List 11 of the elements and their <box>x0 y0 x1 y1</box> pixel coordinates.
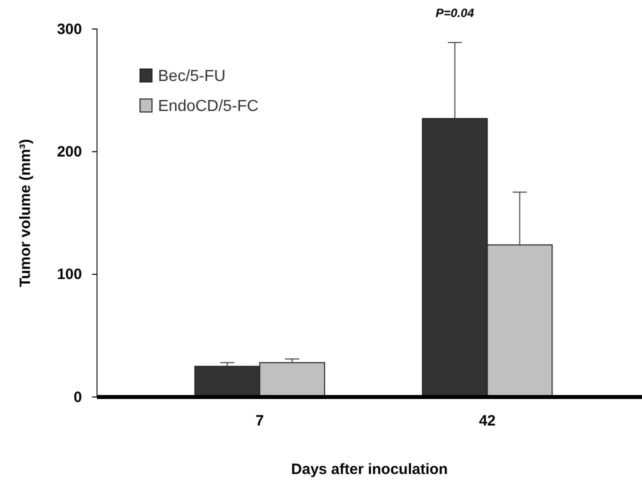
x-tick-label: 42 <box>478 412 496 430</box>
text: P=0.04 <box>436 6 474 20</box>
y-tick-label: 300 <box>56 20 82 38</box>
legend-label: EndoCD/5-FC <box>158 98 258 115</box>
y-tick-label: 100 <box>56 266 82 284</box>
x-tick-label: 7 <box>256 412 264 430</box>
y-tick-label: 200 <box>56 143 82 160</box>
y-axis-title: Tumor volume (mm³) <box>17 138 34 288</box>
y-tick-label: 0 <box>74 388 82 406</box>
legend-label: Bec/5-FU <box>158 68 226 85</box>
x-axis-title: Days after inoculation <box>291 461 448 478</box>
